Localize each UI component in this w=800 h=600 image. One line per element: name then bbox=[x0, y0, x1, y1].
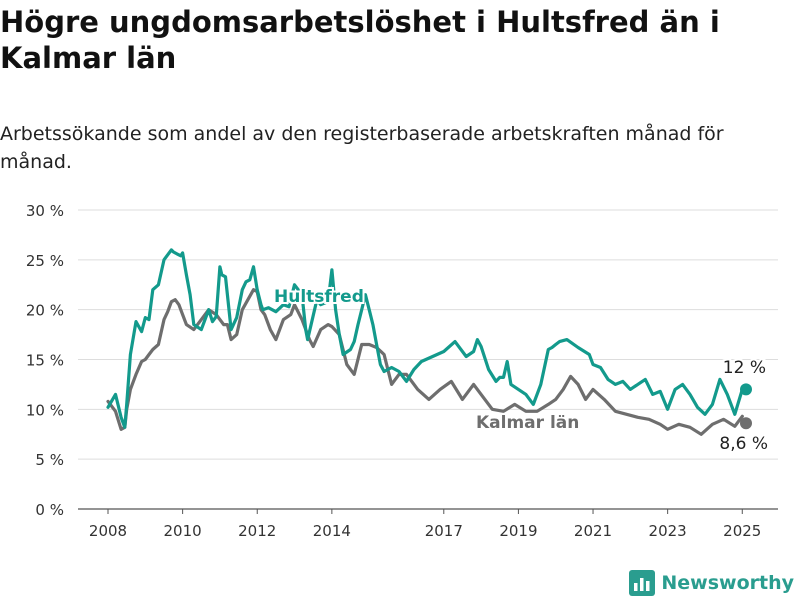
y-tick-label: 30 % bbox=[26, 202, 64, 220]
x-tick-label: 2019 bbox=[499, 522, 537, 540]
series-line-kalmar bbox=[106, 288, 744, 436]
y-tick-label: 5 % bbox=[35, 451, 64, 469]
end-label-hultsfred: 12 % bbox=[723, 358, 766, 378]
series-label-hultsfred: Hultsfred bbox=[274, 287, 364, 307]
x-tick-label: 2012 bbox=[238, 522, 276, 540]
y-axis-ticks: 0 % 5 % 10 % 15 % 20 % 25 % 30 % bbox=[26, 202, 64, 519]
newsworthy-logo-icon bbox=[629, 570, 656, 596]
y-tick-label: 20 % bbox=[26, 302, 64, 320]
y-tick-label: 25 % bbox=[26, 252, 64, 270]
chart-title: Högre ungdomsarbetslöshet i Hultsfred än… bbox=[0, 5, 720, 75]
y-tick-label: 10 % bbox=[26, 401, 64, 419]
brand-name: Newsworthy bbox=[661, 572, 794, 594]
chart-subtitle: Arbetssökande som andel av den registerb… bbox=[0, 123, 724, 173]
y-tick-label: 0 % bbox=[35, 501, 64, 519]
x-tick-label: 2017 bbox=[425, 522, 463, 540]
series-labels: Hultsfred Kalmar län 12 % 8,6 % bbox=[272, 285, 770, 456]
series-label-kalmar: Kalmar län bbox=[476, 413, 579, 433]
line-chart: 0 %5 %10 %15 %20 %25 %30 % 2008 2010 2012 2… bbox=[26, 202, 778, 540]
x-tick-label: 2025 bbox=[723, 522, 761, 540]
x-tick-label: 2010 bbox=[164, 522, 202, 540]
x-axis-ticks: 2008 2010 2012 2014 2017 2019 2021 2023 2025 bbox=[89, 509, 761, 540]
x-tick-label: 2023 bbox=[649, 522, 687, 540]
end-point-kalmar bbox=[740, 417, 752, 430]
x-tick-label: 2014 bbox=[313, 522, 351, 540]
end-label-kalmar: 8,6 % bbox=[719, 434, 768, 454]
newsworthy-brand: Newsworthy bbox=[629, 568, 794, 598]
y-tick-label: 15 % bbox=[26, 352, 64, 370]
x-tick-label: 2021 bbox=[574, 522, 612, 540]
series-lines bbox=[106, 248, 752, 436]
end-point-hultsfred bbox=[740, 383, 752, 396]
series-line-hultsfred bbox=[106, 248, 744, 429]
x-tick-label: 2008 bbox=[89, 522, 127, 540]
